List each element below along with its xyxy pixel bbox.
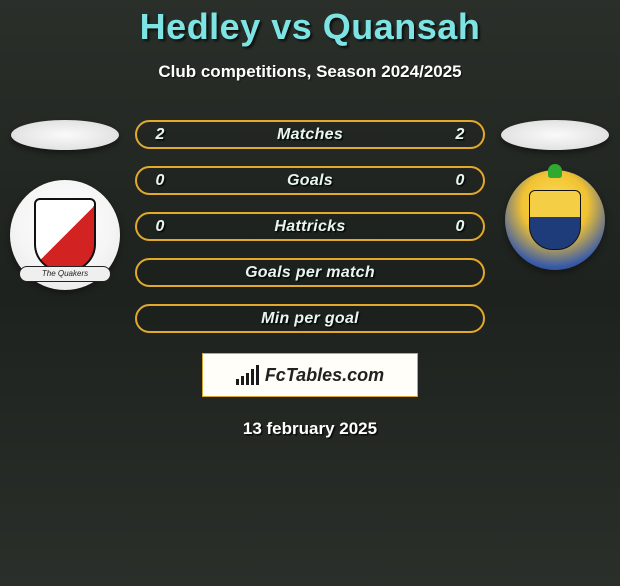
stat-right-value: 0 [451, 172, 469, 190]
left-team-col: The Quakers [5, 120, 125, 290]
right-team-col [495, 120, 615, 270]
stat-row-goals-per-match: Goals per match [135, 258, 485, 287]
stat-left-value: 0 [151, 172, 169, 190]
crest-tuft-icon [548, 164, 562, 178]
brand-attribution[interactable]: FcTables.com [202, 353, 418, 397]
brand-text: FcTables.com [265, 365, 384, 386]
left-team-oval [11, 120, 119, 150]
stat-label: Min per goal [169, 310, 451, 328]
shield-icon [34, 198, 96, 272]
stat-label: Goals [169, 172, 451, 190]
stat-row-goals: 0 Goals 0 [135, 166, 485, 195]
crest-banner: The Quakers [19, 266, 111, 282]
right-team-oval [501, 120, 609, 150]
date-label: 13 february 2025 [0, 419, 620, 439]
stat-row-matches: 2 Matches 2 [135, 120, 485, 149]
stat-label: Hattricks [169, 218, 451, 236]
subtitle: Club competitions, Season 2024/2025 [0, 62, 620, 82]
stats-area: The Quakers 2 Matches 2 0 Goals 0 0 Hatt… [0, 120, 620, 333]
stat-row-hattricks: 0 Hattricks 0 [135, 212, 485, 241]
stat-row-min-per-goal: Min per goal [135, 304, 485, 333]
stat-left-value: 2 [151, 126, 169, 144]
page-title: Hedley vs Quansah [0, 6, 620, 48]
stat-label: Matches [169, 126, 451, 144]
stat-right-value: 2 [451, 126, 469, 144]
shield-icon [529, 190, 581, 250]
bars-icon [236, 365, 259, 385]
left-team-crest: The Quakers [10, 180, 120, 290]
stat-right-value: 0 [451, 218, 469, 236]
stats-column: 2 Matches 2 0 Goals 0 0 Hattricks 0 Goal… [135, 120, 485, 333]
right-team-crest [505, 170, 605, 270]
stat-label: Goals per match [169, 264, 451, 282]
stat-left-value: 0 [151, 218, 169, 236]
